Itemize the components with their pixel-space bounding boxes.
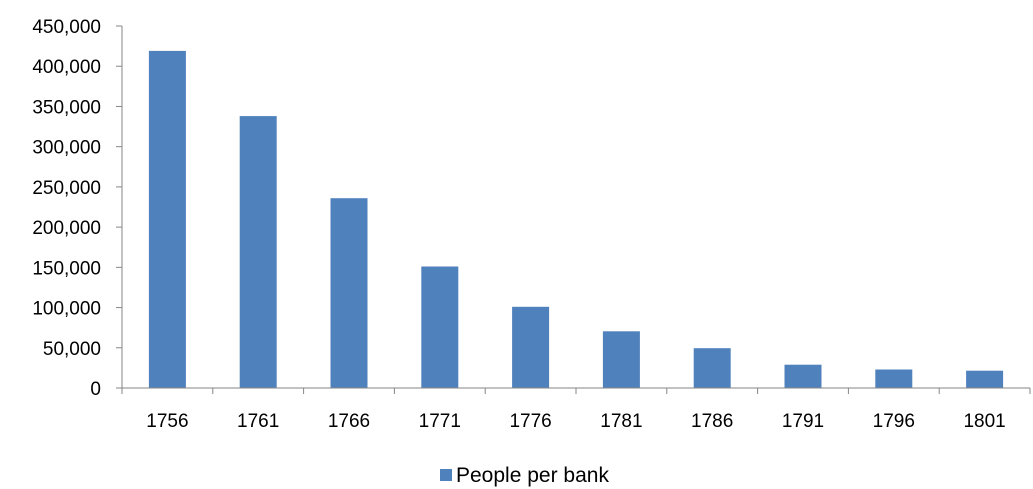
bar-1756: [148, 50, 186, 389]
bar-1766: [330, 198, 368, 388]
bar-1771: [421, 266, 459, 388]
x-tick-label-1776: 1776: [509, 411, 551, 432]
bar-1786: [693, 348, 731, 388]
y-tick-label-0: 0: [90, 379, 101, 400]
bar-1776: [512, 306, 550, 388]
x-tick-label-1771: 1771: [419, 411, 461, 432]
bar-1781: [602, 331, 640, 388]
y-tick-label-400000: 400,000: [32, 57, 101, 78]
y-tick-label-350000: 350,000: [32, 97, 101, 118]
x-tick-label-1801: 1801: [963, 411, 1005, 432]
y-tick-label-100000: 100,000: [32, 299, 101, 320]
y-tick-label-450000: 450,000: [32, 17, 101, 38]
y-tick-label-150000: 150,000: [32, 258, 101, 279]
x-tick-label-1791: 1791: [782, 411, 824, 432]
bar-1801: [966, 370, 1004, 388]
y-tick-label-300000: 300,000: [32, 138, 101, 159]
x-tick-label-1766: 1766: [328, 411, 370, 432]
y-tick-label-200000: 200,000: [32, 218, 101, 239]
x-tick-label-1761: 1761: [237, 411, 279, 432]
y-tick-label-250000: 250,000: [32, 178, 101, 199]
bar-1791: [784, 364, 822, 388]
legend-swatch: [440, 469, 452, 481]
x-tick-label-1796: 1796: [873, 411, 915, 432]
x-tick-label-1781: 1781: [600, 411, 642, 432]
legend: People per bank: [440, 464, 609, 487]
y-tick-label-50000: 50,000: [43, 339, 101, 360]
x-tick-label-1786: 1786: [691, 411, 733, 432]
bar-1796: [875, 369, 913, 388]
bar-1761: [239, 116, 277, 388]
legend-label-people-per-bank: People per bank: [456, 464, 609, 487]
x-tick-label-1756: 1756: [146, 411, 188, 432]
bar-group: [148, 50, 1004, 389]
axes-group: 0 50,000 100,000 150,000 200,000 250,000 300,0…: [32, 17, 1031, 432]
